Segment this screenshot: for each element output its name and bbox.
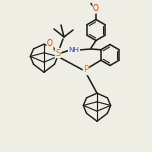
Text: NH: NH — [69, 47, 79, 53]
Text: P: P — [83, 66, 89, 74]
Text: O: O — [47, 40, 53, 48]
Text: S: S — [55, 48, 61, 57]
Text: O: O — [93, 4, 99, 13]
